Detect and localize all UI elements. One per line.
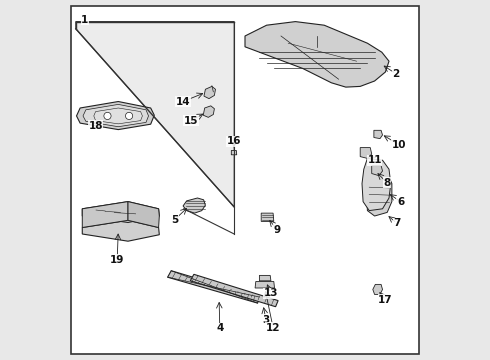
Polygon shape — [373, 284, 383, 294]
Polygon shape — [231, 150, 237, 155]
Text: 11: 11 — [368, 155, 382, 165]
Text: 3: 3 — [262, 315, 270, 325]
Text: 19: 19 — [110, 255, 124, 265]
Text: 6: 6 — [397, 197, 404, 207]
Polygon shape — [76, 22, 234, 207]
Polygon shape — [94, 108, 143, 124]
Text: 7: 7 — [393, 218, 401, 228]
Text: 8: 8 — [384, 178, 391, 188]
Text: 5: 5 — [171, 215, 178, 225]
Polygon shape — [128, 202, 159, 228]
Text: 18: 18 — [88, 121, 103, 131]
Polygon shape — [168, 271, 259, 303]
Polygon shape — [76, 102, 154, 130]
Polygon shape — [82, 202, 159, 222]
Polygon shape — [190, 274, 278, 307]
Text: 9: 9 — [274, 225, 281, 235]
Polygon shape — [362, 158, 391, 211]
Text: 12: 12 — [266, 323, 280, 333]
Polygon shape — [374, 130, 383, 139]
Circle shape — [125, 112, 133, 120]
Polygon shape — [245, 22, 389, 87]
Text: 16: 16 — [227, 136, 242, 146]
Polygon shape — [372, 166, 383, 176]
Text: 10: 10 — [392, 140, 406, 150]
Text: 17: 17 — [378, 294, 392, 305]
Polygon shape — [183, 198, 205, 213]
Polygon shape — [82, 202, 128, 228]
Text: 14: 14 — [176, 96, 191, 107]
Polygon shape — [259, 275, 271, 281]
Polygon shape — [82, 220, 159, 241]
Polygon shape — [83, 104, 148, 127]
Polygon shape — [255, 282, 274, 288]
Text: 13: 13 — [264, 288, 278, 298]
Polygon shape — [367, 169, 392, 216]
Text: 15: 15 — [184, 116, 198, 126]
Text: 4: 4 — [216, 323, 223, 333]
Polygon shape — [261, 213, 274, 221]
Polygon shape — [204, 86, 216, 99]
Text: 2: 2 — [392, 69, 400, 79]
Polygon shape — [360, 148, 372, 158]
Polygon shape — [203, 106, 215, 117]
Text: 1: 1 — [81, 15, 88, 25]
Circle shape — [104, 112, 111, 120]
